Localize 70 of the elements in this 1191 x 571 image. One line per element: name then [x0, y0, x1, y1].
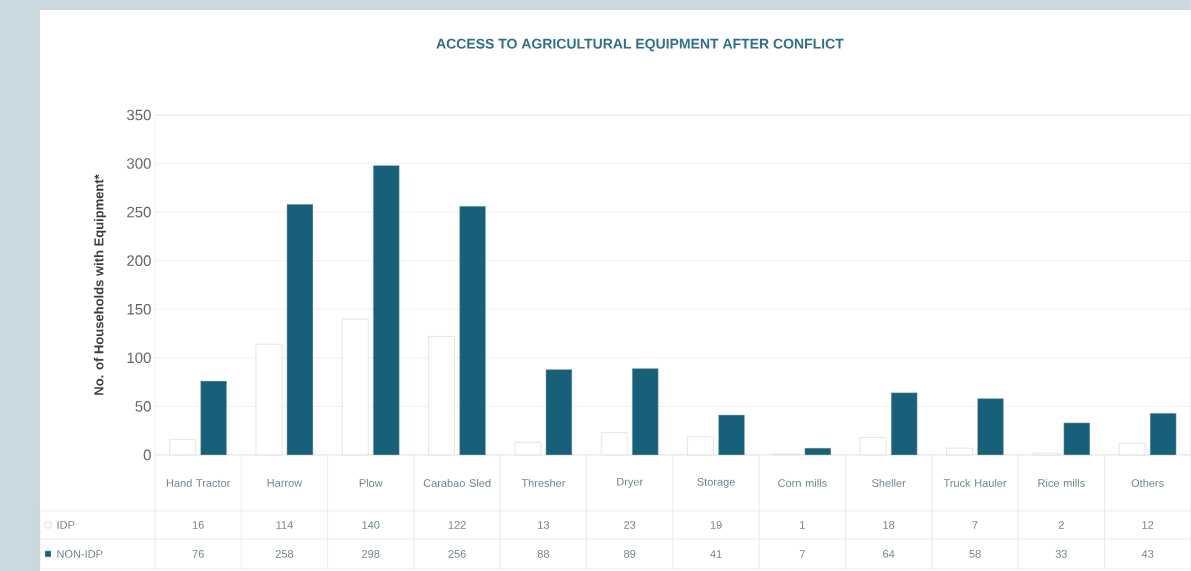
y-tick-label: 300 — [126, 158, 151, 169]
bar — [632, 368, 659, 456]
data-label: 58 — [969, 550, 981, 558]
bar — [545, 369, 573, 456]
bar — [890, 392, 918, 456]
bar — [687, 436, 714, 456]
data-label: 43 — [1141, 550, 1154, 558]
bar — [977, 398, 1004, 456]
bar — [1118, 443, 1146, 456]
x-tick-label: Thresher — [521, 478, 566, 488]
data-label: 33 — [1055, 550, 1067, 558]
y-tick-label: 350 — [126, 109, 151, 121]
x-tick-label: Truck Hauler — [943, 478, 1007, 488]
data-label: 23 — [624, 521, 636, 529]
bar — [200, 380, 227, 456]
y-tick-label: 200 — [127, 255, 151, 267]
x-tick-label: Corn mills — [778, 478, 827, 488]
legend-label: NON-IDP — [57, 550, 103, 558]
bar — [946, 447, 973, 456]
x-tick-label: Plow — [359, 478, 383, 488]
data-label: 41 — [710, 550, 722, 558]
data-label: 12 — [1142, 521, 1154, 529]
bar — [342, 318, 369, 456]
bar — [286, 204, 314, 456]
bar — [514, 442, 542, 456]
bar — [1063, 422, 1091, 456]
x-tick-label: Storage — [697, 478, 735, 488]
data-label: 1 — [800, 521, 805, 529]
data-label: 88 — [537, 550, 550, 558]
x-tick-label: Others — [1131, 478, 1164, 488]
x-tick-label: Harrow — [267, 479, 303, 487]
chart-title: ACCESS TO AGRICULTURAL EQUIPMENT AFTER CONFLICT — [436, 38, 844, 52]
x-tick-label: Rice mills — [1038, 478, 1085, 488]
bar — [255, 344, 283, 456]
bar — [601, 432, 628, 456]
data-label: 122 — [448, 521, 466, 529]
data-label: 258 — [275, 550, 294, 558]
y-tick-label: 150 — [127, 303, 151, 315]
bar — [373, 165, 400, 456]
bar — [1149, 413, 1177, 456]
data-label: 7 — [799, 550, 805, 558]
bar — [859, 437, 887, 456]
data-label: 298 — [362, 550, 380, 558]
data-label: 256 — [448, 550, 466, 558]
data-label: 18 — [883, 521, 895, 529]
bar — [169, 439, 196, 456]
data-label: 89 — [624, 550, 636, 558]
data-label: 19 — [710, 521, 722, 529]
y-tick-label: 250 — [127, 206, 151, 218]
y-tick-label: 100 — [127, 352, 151, 364]
data-label: 7 — [972, 521, 978, 529]
data-label: 2 — [1058, 521, 1064, 529]
bar — [804, 447, 832, 456]
data-label: 64 — [883, 550, 895, 558]
bar — [718, 414, 745, 456]
y-axis-title: No. of Households with Equipment* — [93, 174, 107, 395]
data-label: 76 — [192, 550, 204, 558]
bar — [459, 206, 486, 456]
bar — [428, 336, 455, 456]
x-tick-label: Carabao Sled — [423, 478, 491, 488]
x-tick-label: Sheller — [872, 478, 906, 488]
data-label: 114 — [276, 521, 293, 529]
y-tick-label: 0 — [143, 449, 151, 461]
y-tick-label: 50 — [135, 401, 151, 412]
data-label: 140 — [362, 521, 380, 529]
x-tick-label: Dryer — [617, 478, 643, 488]
data-label: 13 — [538, 521, 550, 529]
data-label: 16 — [192, 521, 204, 529]
legend-label: IDP — [57, 521, 75, 529]
x-tick-label: Hand Tractor — [166, 478, 231, 488]
